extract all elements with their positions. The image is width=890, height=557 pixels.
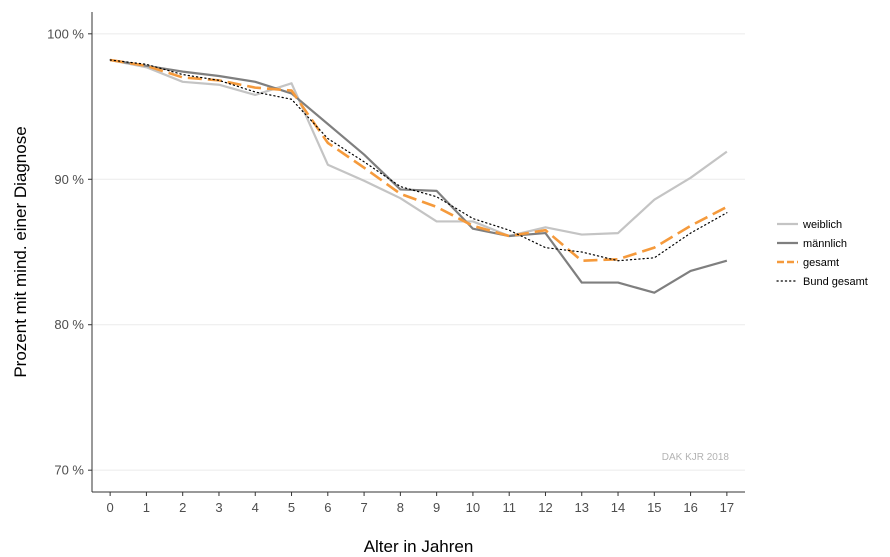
- grid-lines: [92, 33, 745, 471]
- legend-label: weiblich: [802, 219, 842, 231]
- legend: weiblich männlich gesamt Bund gesamt: [776, 219, 868, 288]
- x-tick-label: 0: [107, 500, 114, 515]
- x-tick-label: 15: [647, 500, 661, 515]
- series-line-weiblich: [109, 58, 728, 238]
- x-tick-label: 7: [360, 500, 367, 515]
- legend-label: Bund gesamt: [803, 276, 868, 288]
- series-line-bund-gesamt: [109, 59, 728, 262]
- series-lines: [109, 58, 728, 294]
- x-tick-label: 9: [433, 500, 440, 515]
- x-tick-label: 11: [502, 500, 516, 515]
- y-axis-title: Prozent mit mind. einer Diagnose: [11, 126, 30, 377]
- x-tick-label: 4: [252, 500, 259, 515]
- x-tick-label: 14: [611, 500, 625, 515]
- series-line-gesamt: [109, 58, 728, 263]
- x-tick-label: 10: [466, 500, 480, 515]
- source-annotation: DAK KJR 2018: [662, 452, 730, 463]
- x-tick-label: 2: [179, 500, 186, 515]
- x-tick-label: 8: [397, 500, 404, 515]
- legend-label: männlich: [803, 238, 847, 250]
- x-ticks: 0 1 2 3 4 5 6 7 8 9 10 11 12 13 14 15 16 17: [107, 492, 734, 515]
- series-line-männlich: [109, 58, 728, 294]
- y-tick-label: 90 %: [54, 172, 84, 187]
- x-tick-label: 13: [575, 500, 589, 515]
- x-tick-label: 6: [324, 500, 331, 515]
- x-tick-label: 16: [683, 500, 697, 515]
- legend-label: gesamt: [803, 257, 839, 269]
- x-tick-label: 17: [720, 500, 734, 515]
- y-tick-label: 80 %: [54, 317, 84, 332]
- y-ticks: 70 % 80 % 90 % 100 %: [47, 26, 92, 478]
- x-tick-label: 5: [288, 500, 295, 515]
- axes: [91, 12, 745, 493]
- y-tick-label: 100 %: [47, 26, 84, 41]
- x-tick-label: 1: [143, 500, 150, 515]
- y-tick-label: 70 %: [54, 463, 84, 478]
- x-tick-label: 12: [538, 500, 552, 515]
- x-axis-title: Alter in Jahren: [364, 537, 474, 556]
- x-tick-label: 3: [215, 500, 222, 515]
